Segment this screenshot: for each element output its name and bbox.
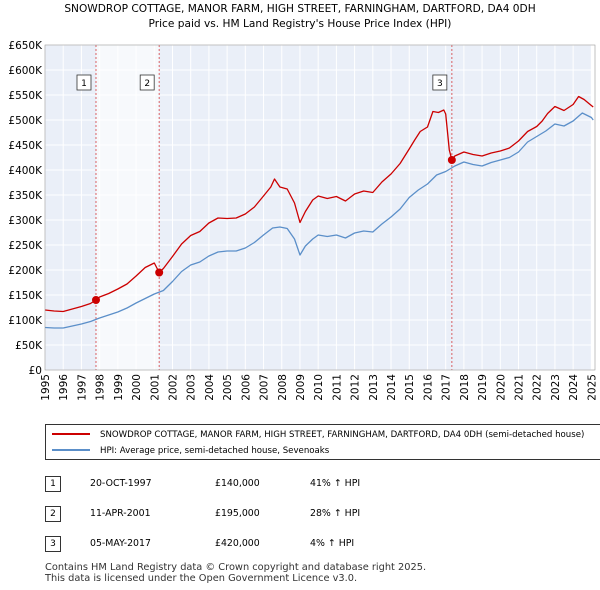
y-tick-label: £650K <box>8 40 43 52</box>
sale-badge: 3 <box>45 536 61 552</box>
x-tick-label: 2025 <box>586 374 598 401</box>
x-tick-label: 2008 <box>277 374 289 401</box>
legend-entry-property: SNOWDROP COTTAGE, MANOR FARM, HIGH STREE… <box>52 427 584 443</box>
x-tick-label: 2017 <box>441 374 453 401</box>
x-tick-label: 2014 <box>386 374 398 401</box>
sale-label-box <box>139 74 155 91</box>
sale-point <box>91 296 100 304</box>
projection-band <box>591 45 595 370</box>
sale-price: £420,000 <box>215 538 260 549</box>
x-tick-label: 1998 <box>95 374 107 401</box>
x-tick-label: 2006 <box>240 374 252 401</box>
sale-date: 11-APR-2001 <box>90 508 151 519</box>
y-tick-label: £0 <box>29 365 42 377</box>
sale-point <box>155 268 164 277</box>
legend-entry-hpi: HPI: Average price, semi-detached house,… <box>52 443 329 459</box>
sale-label-box <box>432 74 448 91</box>
sale-point <box>447 156 456 164</box>
x-tick-label: 2023 <box>550 374 562 401</box>
sale-label-box <box>76 74 92 91</box>
y-tick-label: £550K <box>8 90 43 102</box>
x-tick-label: 2009 <box>295 374 307 401</box>
x-tick-label: 2013 <box>368 374 380 401</box>
y-tick-label: £200K <box>8 265 43 277</box>
x-tick-label: 2001 <box>149 374 161 401</box>
sale-row: 2 11-APR-2001 £195,000 28% ↑ HPI <box>45 506 445 526</box>
hpi-series-line <box>44 112 594 329</box>
legend: SNOWDROP COTTAGE, MANOR FARM, HIGH STREE… <box>45 424 600 460</box>
sale-price: £140,000 <box>215 478 260 489</box>
sale-date: 20-OCT-1997 <box>90 478 152 489</box>
plot-border <box>44 44 596 371</box>
sale-date: 05-MAY-2017 <box>90 538 151 549</box>
x-tick-label: 2011 <box>331 374 343 401</box>
y-tick-label: £150K <box>8 290 43 302</box>
x-tick-label: 2020 <box>495 374 507 401</box>
footer-line-1: Contains HM Land Registry data © Crown c… <box>45 562 427 573</box>
y-tick-label: £350K <box>8 190 43 202</box>
x-tick-label: 2002 <box>167 374 179 401</box>
x-tick-label: 2007 <box>259 374 271 401</box>
legend-label-property: SNOWDROP COTTAGE, MANOR FARM, HIGH STREE… <box>100 430 585 440</box>
sale-hpi-change: 28% ↑ HPI <box>310 508 361 519</box>
chart-title: SNOWDROP COTTAGE, MANOR FARM, HIGH STREE… <box>64 3 535 15</box>
chart-subtitle: Price paid vs. HM Land Registry's House … <box>149 18 452 30</box>
chart: SNOWDROP COTTAGE, MANOR FARM, HIGH STREE… <box>8 3 598 401</box>
sale-label: 2 <box>144 79 150 89</box>
x-tick-label: 2021 <box>514 374 526 401</box>
x-tick-label: 1996 <box>58 374 70 401</box>
y-tick-label: £50K <box>15 340 43 352</box>
legend-swatch-hpi <box>52 448 90 451</box>
x-tick-label: 2018 <box>459 374 471 401</box>
y-tick-label: £500K <box>8 115 43 127</box>
y-tick-label: £100K <box>8 315 43 327</box>
x-tick-label: 2016 <box>422 374 434 401</box>
legend-label-hpi: HPI: Average price, semi-detached house,… <box>100 446 330 456</box>
x-tick-label: 2022 <box>532 374 544 401</box>
sale-badge: 1 <box>45 476 61 492</box>
sale-hpi-change: 41% ↑ HPI <box>310 478 361 489</box>
x-tick-label: 2010 <box>313 374 325 401</box>
property-series-line <box>44 95 594 313</box>
y-tick-label: £250K <box>8 240 43 252</box>
sale-badge: 2 <box>45 506 61 522</box>
y-tick-label: £450K <box>8 140 43 152</box>
y-tick-label: £600K <box>8 65 43 77</box>
y-tick-label: £300K <box>8 215 43 227</box>
x-tick-label: 2004 <box>204 374 216 401</box>
x-tick-label: 2005 <box>222 374 234 401</box>
sale-row: 1 20-OCT-1997 £140,000 41% ↑ HPI <box>45 476 445 496</box>
x-tick-label: 2000 <box>131 374 143 401</box>
sale-label: 1 <box>81 79 87 89</box>
sale-row: 3 05-MAY-2017 £420,000 4% ↑ HPI <box>45 536 445 556</box>
footer-line-2: This data is licensed under the Open Gov… <box>45 573 358 584</box>
sale-period-band <box>95 45 160 370</box>
x-tick-label: 1995 <box>40 374 52 401</box>
sale-label: 3 <box>437 79 443 89</box>
x-tick-label: 2003 <box>186 374 198 401</box>
y-tick-label: £400K <box>8 165 43 177</box>
legend-swatch-property <box>52 432 90 435</box>
sale-price: £195,000 <box>215 508 260 519</box>
x-tick-label: 1997 <box>76 374 88 401</box>
x-tick-label: 2024 <box>568 374 580 401</box>
x-tick-label: 2015 <box>404 374 416 401</box>
x-tick-label: 2012 <box>350 374 362 401</box>
footer: Contains HM Land Registry data © Crown c… <box>45 562 426 584</box>
sale-hpi-change: 4% ↑ HPI <box>310 538 355 549</box>
x-tick-label: 1999 <box>113 374 125 401</box>
x-tick-label: 2019 <box>477 374 489 401</box>
